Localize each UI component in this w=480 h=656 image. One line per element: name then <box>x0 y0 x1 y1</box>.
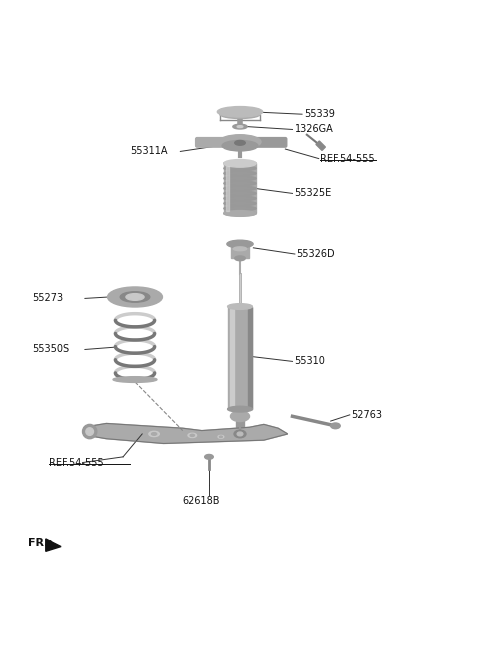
Text: 55273: 55273 <box>33 293 63 304</box>
Ellipse shape <box>190 434 194 436</box>
Ellipse shape <box>224 211 256 216</box>
Text: 62618B: 62618B <box>183 496 220 506</box>
Ellipse shape <box>224 186 256 191</box>
Ellipse shape <box>120 292 150 302</box>
Ellipse shape <box>224 201 256 206</box>
Ellipse shape <box>224 176 256 181</box>
Ellipse shape <box>220 110 260 119</box>
Ellipse shape <box>235 256 245 260</box>
FancyBboxPatch shape <box>196 138 225 147</box>
Ellipse shape <box>219 436 222 438</box>
Ellipse shape <box>224 191 256 195</box>
Text: 55325E: 55325E <box>294 188 332 198</box>
Bar <box>236 417 244 427</box>
Text: FR.: FR. <box>28 538 48 548</box>
Ellipse shape <box>204 455 213 459</box>
Text: 1326GA: 1326GA <box>295 125 334 134</box>
Ellipse shape <box>219 134 261 149</box>
Text: 55326D: 55326D <box>296 249 335 259</box>
Ellipse shape <box>228 304 252 310</box>
FancyBboxPatch shape <box>255 138 287 147</box>
Text: 55311A: 55311A <box>130 146 168 156</box>
Ellipse shape <box>86 428 94 436</box>
Text: 55350S: 55350S <box>33 344 70 354</box>
Ellipse shape <box>233 124 247 129</box>
Ellipse shape <box>83 424 97 439</box>
Text: REF.54-555: REF.54-555 <box>49 458 104 468</box>
Ellipse shape <box>235 140 245 145</box>
Ellipse shape <box>126 294 144 300</box>
Ellipse shape <box>108 287 162 307</box>
Text: 55339: 55339 <box>304 109 336 119</box>
Ellipse shape <box>224 166 256 171</box>
Ellipse shape <box>224 211 256 216</box>
Text: REF.54-555: REF.54-555 <box>320 154 375 163</box>
Ellipse shape <box>224 161 256 166</box>
Text: 52763: 52763 <box>351 410 382 420</box>
Ellipse shape <box>217 106 263 117</box>
Ellipse shape <box>224 196 256 201</box>
Ellipse shape <box>228 406 252 412</box>
Polygon shape <box>87 423 288 443</box>
Ellipse shape <box>224 171 256 176</box>
Polygon shape <box>46 539 61 551</box>
Ellipse shape <box>331 423 340 428</box>
Ellipse shape <box>233 247 247 251</box>
Ellipse shape <box>230 411 250 422</box>
Bar <box>226 166 228 211</box>
Ellipse shape <box>224 159 256 167</box>
Bar <box>229 309 234 407</box>
Ellipse shape <box>113 377 157 382</box>
Ellipse shape <box>218 436 224 438</box>
Ellipse shape <box>237 432 243 436</box>
Ellipse shape <box>222 140 258 151</box>
Bar <box>316 141 325 150</box>
Ellipse shape <box>188 433 197 438</box>
Ellipse shape <box>224 181 256 186</box>
Ellipse shape <box>149 431 159 437</box>
Ellipse shape <box>224 206 256 211</box>
Bar <box>228 306 252 409</box>
Ellipse shape <box>237 126 243 127</box>
Text: 55310: 55310 <box>294 356 325 367</box>
Bar <box>224 163 256 213</box>
Ellipse shape <box>152 432 157 435</box>
Bar <box>248 306 252 409</box>
Bar <box>231 244 249 258</box>
Ellipse shape <box>234 430 246 438</box>
Ellipse shape <box>227 240 253 248</box>
